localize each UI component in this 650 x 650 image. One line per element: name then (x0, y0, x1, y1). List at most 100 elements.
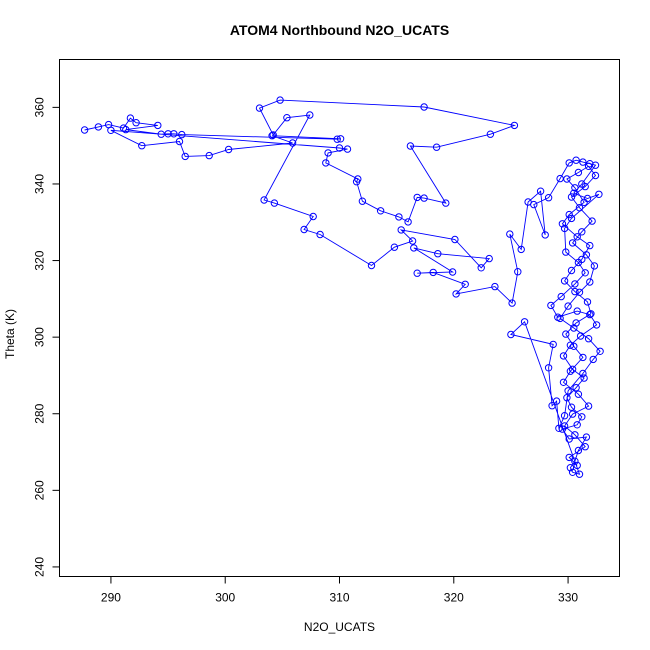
data-point (477, 264, 485, 272)
data-point (570, 189, 578, 197)
data-point (154, 121, 162, 130)
data-point (544, 194, 553, 202)
data-point (390, 243, 399, 251)
data-point (178, 130, 186, 139)
data-point (260, 196, 268, 204)
data-point (571, 287, 579, 296)
data-point (343, 145, 352, 153)
data-point (564, 387, 572, 395)
data-point (170, 130, 178, 138)
data-point (432, 143, 441, 151)
data-point (566, 464, 575, 472)
data-point (580, 198, 588, 207)
data-point (591, 171, 600, 180)
data-point (324, 149, 332, 157)
data-point (434, 250, 442, 258)
data-point (573, 421, 581, 429)
data-point (448, 268, 457, 276)
data-point (451, 235, 459, 244)
data-point (406, 142, 415, 150)
data-point (583, 298, 592, 306)
data-point (568, 365, 577, 373)
data-point (567, 403, 576, 411)
data-point (563, 175, 571, 183)
data-point (579, 158, 587, 166)
data-point (567, 193, 576, 201)
x-tick-label: 320 (444, 591, 464, 605)
data-point (306, 111, 314, 119)
data-point (571, 184, 579, 192)
data-point (309, 212, 317, 221)
data-point (175, 137, 184, 146)
data-point (567, 266, 576, 275)
data-point (556, 314, 564, 323)
data-point (547, 301, 555, 310)
y-tick-label: 340 (33, 174, 47, 194)
data-point (510, 121, 519, 130)
data-point (270, 199, 279, 207)
data-point (408, 237, 417, 245)
data-point (506, 230, 514, 238)
data-point (283, 114, 291, 122)
data-point (560, 412, 569, 420)
data-point (322, 159, 330, 167)
y-tick-label: 260 (33, 480, 47, 500)
data-point (269, 131, 277, 139)
data-point (549, 340, 557, 349)
data-point (565, 210, 573, 219)
data-point (572, 319, 580, 327)
data-point (581, 269, 589, 277)
data-point (420, 194, 428, 202)
x-tick-label: 290 (101, 591, 121, 605)
data-point (570, 342, 578, 350)
data-point (595, 190, 603, 199)
y-tick-label: 300 (33, 327, 47, 347)
y-tick-label: 360 (33, 97, 47, 117)
data-point (255, 104, 264, 112)
data-point (571, 431, 579, 439)
data-point (224, 145, 233, 154)
data-point (578, 255, 586, 264)
data-point (565, 435, 573, 443)
data-point (574, 168, 583, 177)
y-axis-label: Theta (K) (3, 309, 17, 359)
data-point (575, 288, 584, 296)
data-point (138, 142, 146, 150)
data-point (367, 261, 376, 270)
data-point (544, 364, 553, 372)
data-point (300, 225, 308, 234)
data-point (579, 353, 587, 362)
data-point (565, 159, 573, 167)
data-point (552, 397, 561, 405)
data-point (491, 282, 499, 291)
data-point (352, 178, 361, 186)
data-point (429, 268, 437, 277)
y-tick-label: 240 (33, 557, 47, 577)
data-point (132, 119, 140, 127)
data-point (413, 269, 421, 277)
data-point (560, 224, 569, 233)
data-point (567, 214, 576, 223)
data-point (574, 390, 583, 398)
axes: 290 300 310 320 330 240 260 280 300 320 340 360 (33, 97, 579, 604)
data-point (575, 470, 584, 478)
data-point (565, 453, 573, 462)
y-tick-label: 280 (33, 403, 47, 423)
data-point (536, 187, 545, 195)
data-point (572, 156, 580, 164)
data-point (507, 330, 515, 339)
data-point (586, 310, 594, 319)
data-point (376, 207, 385, 215)
data-point (584, 335, 593, 343)
data-point (288, 139, 297, 147)
data-point (588, 217, 596, 225)
data-point (586, 278, 594, 286)
data-point (581, 443, 589, 451)
x-axis-label: N2O_UCATS (304, 620, 375, 634)
data-point (80, 126, 89, 134)
data-point (591, 161, 600, 169)
data-point (568, 468, 577, 476)
data-point (573, 461, 581, 470)
data-point (94, 123, 103, 131)
data-point (157, 130, 165, 138)
